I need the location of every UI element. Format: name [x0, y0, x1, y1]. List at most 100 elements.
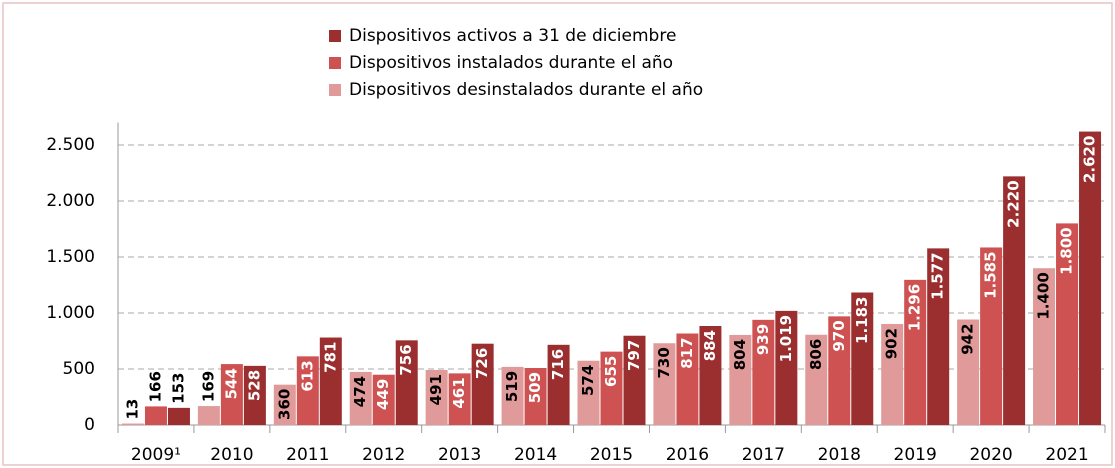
value-label: 13	[123, 399, 141, 420]
value-label: 1.585	[982, 251, 1000, 298]
bar	[243, 365, 266, 425]
value-label: 449	[374, 379, 392, 410]
bar	[197, 406, 220, 425]
bar	[851, 292, 874, 425]
x-tick-label: 2015	[590, 445, 633, 465]
x-tick-label: 2019	[894, 445, 937, 465]
bar	[372, 374, 395, 425]
value-label: 544	[222, 368, 240, 399]
value-label: 1.183	[853, 297, 871, 344]
bar	[501, 366, 524, 425]
bar	[144, 406, 167, 425]
value-label: 1.400	[1035, 272, 1053, 319]
bar	[425, 370, 448, 425]
value-label: 166	[146, 371, 164, 402]
bar	[980, 247, 1003, 425]
bar	[1003, 176, 1026, 425]
legend-swatch	[329, 84, 341, 96]
value-label: 1.577	[929, 252, 947, 299]
bar	[448, 373, 471, 425]
x-tick-label: 2016	[666, 445, 709, 465]
bar	[623, 335, 646, 425]
bar	[699, 325, 722, 425]
bar	[676, 333, 699, 425]
value-label: 655	[602, 356, 620, 387]
value-label: 613	[298, 360, 316, 391]
x-tick-label: 2011	[286, 445, 329, 465]
value-label: 806	[807, 339, 825, 370]
value-label: 528	[245, 370, 263, 401]
bar	[319, 337, 342, 425]
x-tick-label: 2014	[514, 445, 557, 465]
bar	[828, 316, 851, 425]
value-label: 804	[731, 339, 749, 370]
bar	[220, 364, 243, 425]
x-tick-label: 2018	[818, 445, 861, 465]
bar	[729, 334, 752, 425]
value-label: 730	[655, 347, 673, 378]
value-label: 1.296	[906, 284, 924, 331]
x-tick-label: 2012	[362, 445, 405, 465]
value-label: 153	[169, 373, 187, 404]
value-label: 474	[351, 376, 369, 407]
value-label: 902	[883, 328, 901, 359]
y-tick-label: 500	[63, 359, 95, 379]
y-tick-label: 0	[84, 415, 95, 435]
y-tick-label: 1.000	[46, 303, 95, 323]
bar	[600, 351, 623, 425]
legend-label: Dispositivos desinstalados durante el añ…	[349, 80, 703, 100]
value-label: 817	[678, 337, 696, 368]
value-label: 781	[321, 342, 339, 373]
value-label: 1.800	[1058, 227, 1076, 274]
bar	[471, 343, 494, 425]
bar	[167, 407, 190, 425]
value-label: 2.620	[1081, 136, 1099, 183]
value-label: 169	[199, 371, 217, 402]
value-label: 461	[450, 377, 468, 408]
bar	[957, 319, 980, 425]
bar	[927, 248, 950, 425]
bar	[121, 423, 144, 425]
value-label: 519	[503, 371, 521, 402]
value-label: 942	[959, 323, 977, 354]
bar	[524, 367, 547, 425]
bar	[653, 343, 676, 425]
bar	[1033, 268, 1056, 425]
value-label: 939	[754, 324, 772, 355]
x-tick-label: 2010	[210, 445, 253, 465]
bar	[296, 356, 319, 425]
x-tick-label: 2017	[742, 445, 785, 465]
bar	[881, 323, 904, 425]
bar	[577, 360, 600, 425]
bar	[805, 334, 828, 425]
value-label: 797	[625, 340, 643, 371]
value-label: 716	[549, 349, 567, 380]
legend-label: Dispositivos instalados durante el año	[349, 53, 673, 73]
y-tick-label: 1.500	[46, 247, 95, 267]
y-tick-label: 2.500	[46, 135, 95, 155]
legend-swatch	[329, 30, 341, 42]
value-label: 2.220	[1005, 180, 1023, 227]
bar	[1056, 223, 1079, 425]
bar	[273, 384, 296, 425]
x-tick-label: 2013	[438, 445, 481, 465]
value-label: 491	[427, 374, 445, 405]
bar	[775, 310, 798, 425]
bar	[395, 340, 418, 425]
value-label: 884	[701, 330, 719, 361]
bar	[904, 279, 927, 425]
value-label: 726	[473, 348, 491, 379]
value-label: 970	[830, 320, 848, 351]
value-label: 574	[579, 365, 597, 396]
bar	[1079, 131, 1102, 425]
legend-swatch	[329, 57, 341, 69]
bar	[349, 371, 372, 425]
value-label: 1.019	[777, 315, 795, 362]
x-tick-label: 2020	[969, 445, 1012, 465]
legend-label: Dispositivos activos a 31 de diciembre	[349, 26, 676, 46]
value-label: 509	[526, 372, 544, 403]
bar	[547, 344, 570, 425]
value-label: 360	[275, 389, 293, 420]
